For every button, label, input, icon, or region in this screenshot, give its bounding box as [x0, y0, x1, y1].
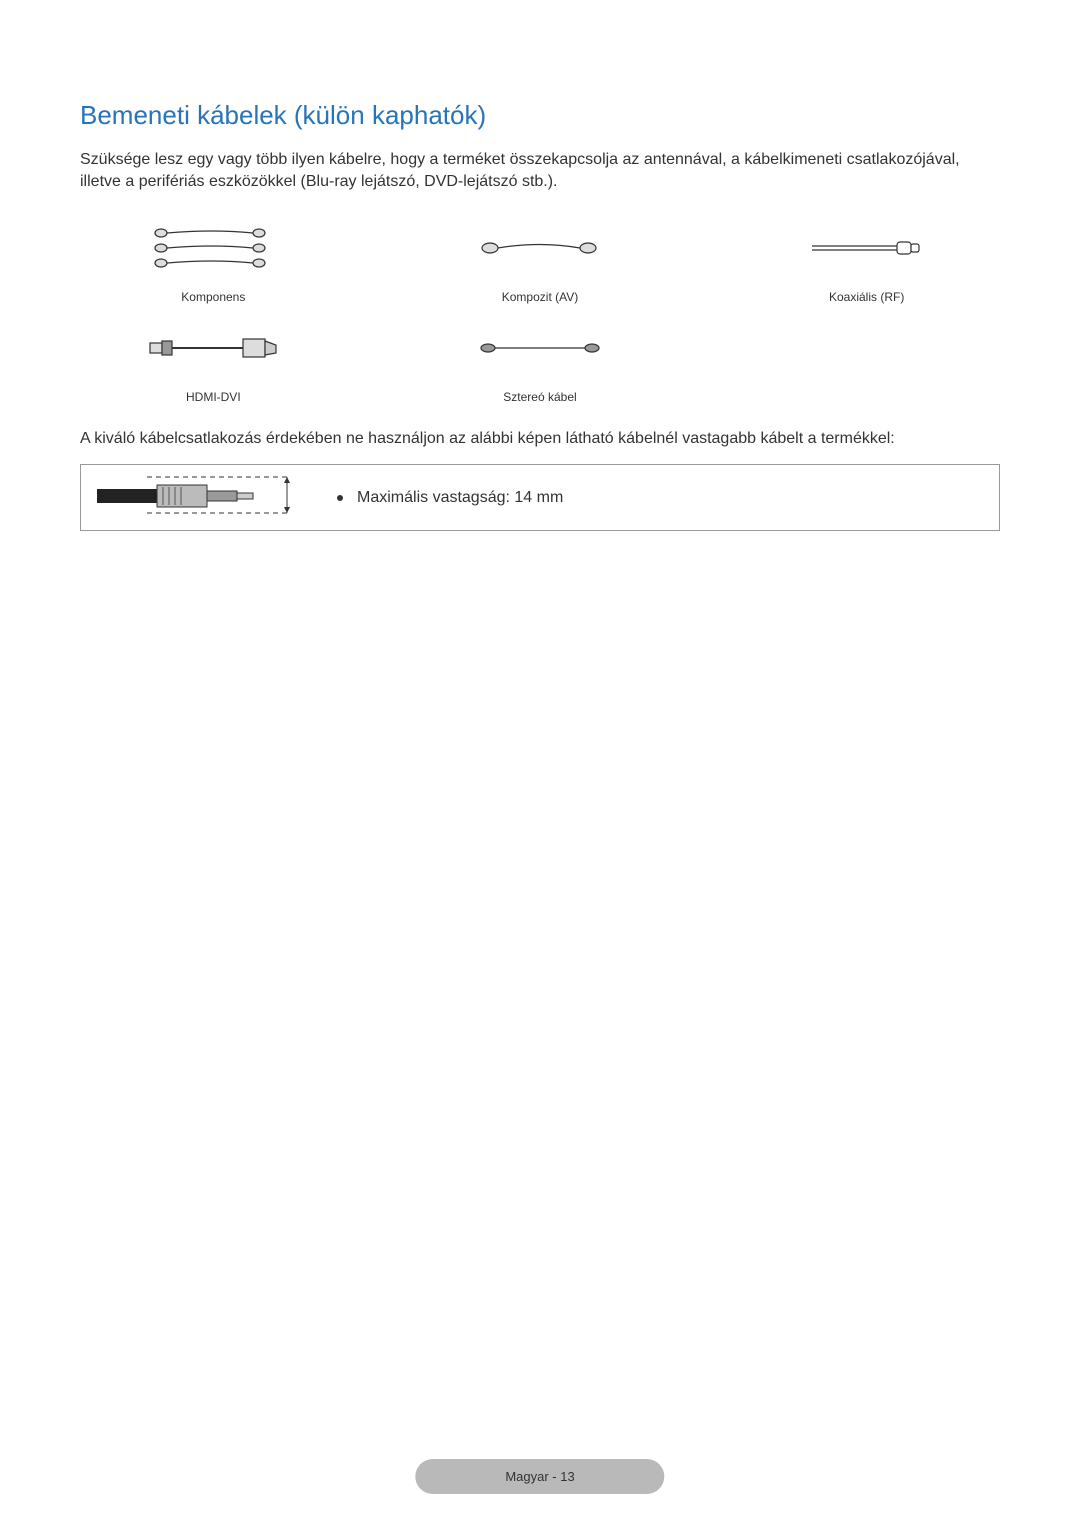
komponens-label: Komponens — [181, 290, 245, 304]
section-heading: Bemeneti kábelek (külön kaphatók) — [80, 100, 1000, 131]
kompozit-cable-icon — [480, 233, 600, 263]
koaxialis-cable-icon — [812, 238, 922, 258]
cable-hdmi-dvi: HDMI-DVI — [80, 314, 347, 404]
intro-paragraph: Szüksége lesz egy vagy több ilyen kábelr… — [80, 149, 1000, 194]
cable-koaxialis: Koaxiális (RF) — [733, 214, 1000, 304]
thickness-note: A kiváló kábelcsatlakozás érdekében ne h… — [80, 428, 1000, 450]
kompozit-label: Kompozit (AV) — [502, 290, 578, 304]
thickness-box: Maximális vastagság: 14 mm — [80, 464, 1000, 531]
max-thickness-row: Maximális vastagság: 14 mm — [337, 489, 563, 507]
cable-grid: Komponens Kompozit (AV) — [80, 214, 1000, 404]
cable-kompozit: Kompozit (AV) — [407, 214, 674, 304]
max-thickness-text: Maximális vastagság: 14 mm — [357, 489, 563, 507]
sztereo-label: Sztereó kábel — [503, 390, 576, 404]
hdmi-dvi-cable-icon — [148, 333, 278, 363]
cable-komponens: Komponens — [80, 214, 347, 304]
hdmi-dvi-label: HDMI-DVI — [186, 390, 241, 404]
page-footer: Magyar - 13 — [415, 1459, 664, 1494]
cable-sztereo: Sztereó kábel — [407, 314, 674, 404]
koaxialis-label: Koaxiális (RF) — [829, 290, 904, 304]
sztereo-cable-icon — [480, 340, 600, 356]
cable-empty — [733, 314, 1000, 404]
komponens-cable-icon — [153, 223, 273, 273]
cable-thickness-icon — [97, 473, 297, 517]
bullet-icon — [337, 495, 343, 501]
